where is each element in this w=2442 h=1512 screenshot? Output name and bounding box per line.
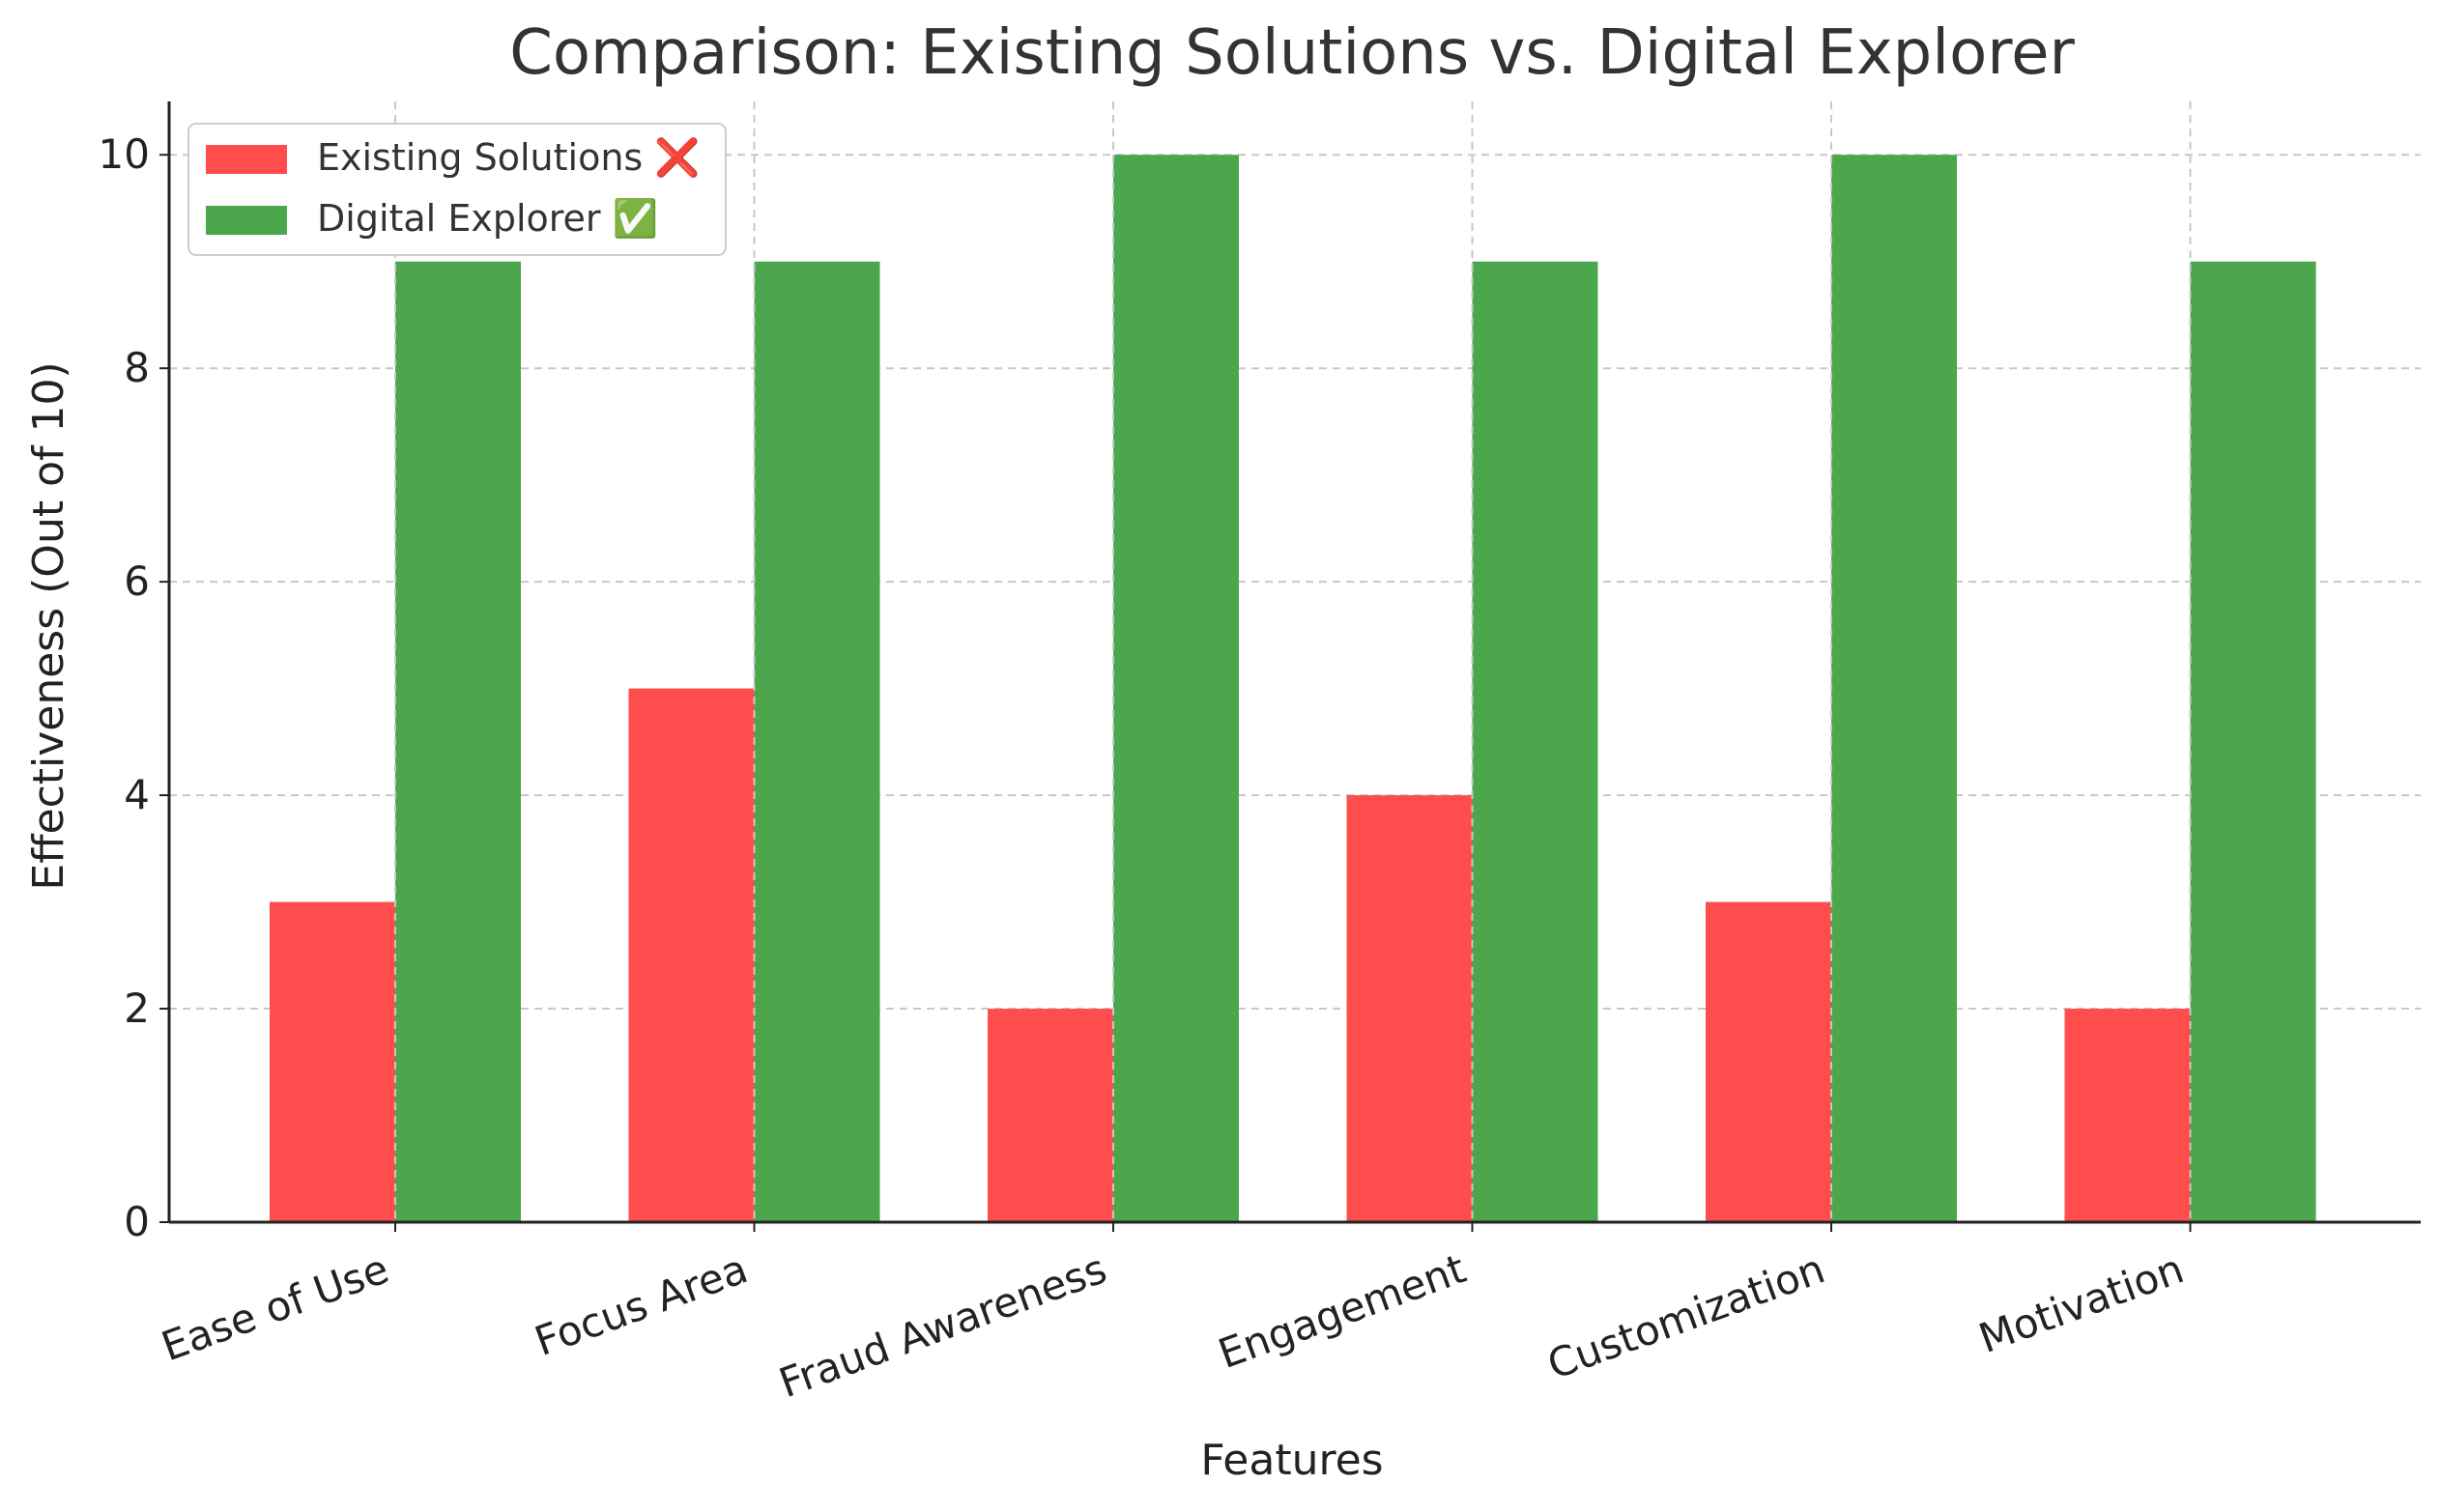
bar-existing-3	[1346, 795, 1473, 1222]
legend-swatch-digital-explorer	[206, 206, 287, 235]
y-tick-label-10: 10	[99, 130, 150, 178]
bar-existing-5	[2064, 1009, 2191, 1222]
chart-title: Comparison: Existing Solutions vs. Digit…	[509, 17, 2075, 89]
legend-swatch-existing	[206, 145, 287, 174]
bar-existing-1	[628, 688, 755, 1222]
y-tick-label-0: 0	[124, 1198, 150, 1245]
y-axis-label: Effectiveness (Out of 10)	[24, 361, 73, 890]
bar-existing-4	[1706, 901, 1831, 1222]
x-tick-label-3: Engagement	[1212, 1244, 1472, 1378]
bar-digital-explorer-4	[1831, 155, 1957, 1223]
x-tick-label-1: Focus Area	[529, 1244, 754, 1365]
grid-layer	[169, 154, 2421, 1011]
legend-label-digital-explorer: Digital Explorer ✅	[317, 197, 658, 240]
y-tick-label-2: 2	[124, 984, 150, 1032]
bar-existing-0	[270, 901, 395, 1222]
legend-frame	[187, 123, 727, 256]
legend: Existing Solutions ❌ Digital Explorer ✅	[187, 123, 727, 256]
bar-digital-explorer-5	[2190, 261, 2316, 1222]
bar-digital-explorer-0	[395, 261, 521, 1222]
bar-digital-explorer-1	[754, 261, 880, 1222]
x-tick-label-4: Customization	[1541, 1244, 1830, 1388]
bar-digital-explorer-3	[1472, 261, 1598, 1222]
bar-digital-explorer-2	[1113, 155, 1239, 1223]
x-tick-label-0: Ease of Use	[156, 1244, 395, 1370]
x-tick-label-2: Fraud Awareness	[773, 1244, 1113, 1407]
bars-layer	[270, 155, 2316, 1223]
y-tick-label-8: 8	[124, 344, 150, 391]
x-axis-label: Features	[1200, 1436, 1383, 1485]
y-tick-label-4: 4	[124, 771, 150, 818]
x-tick-label-5: Motivation	[1972, 1244, 2190, 1362]
axes-layer	[167, 101, 2421, 1224]
y-tick-label-6: 6	[124, 557, 150, 605]
bar-existing-2	[988, 1009, 1113, 1222]
legend-label-existing: Existing Solutions ❌	[317, 136, 701, 180]
